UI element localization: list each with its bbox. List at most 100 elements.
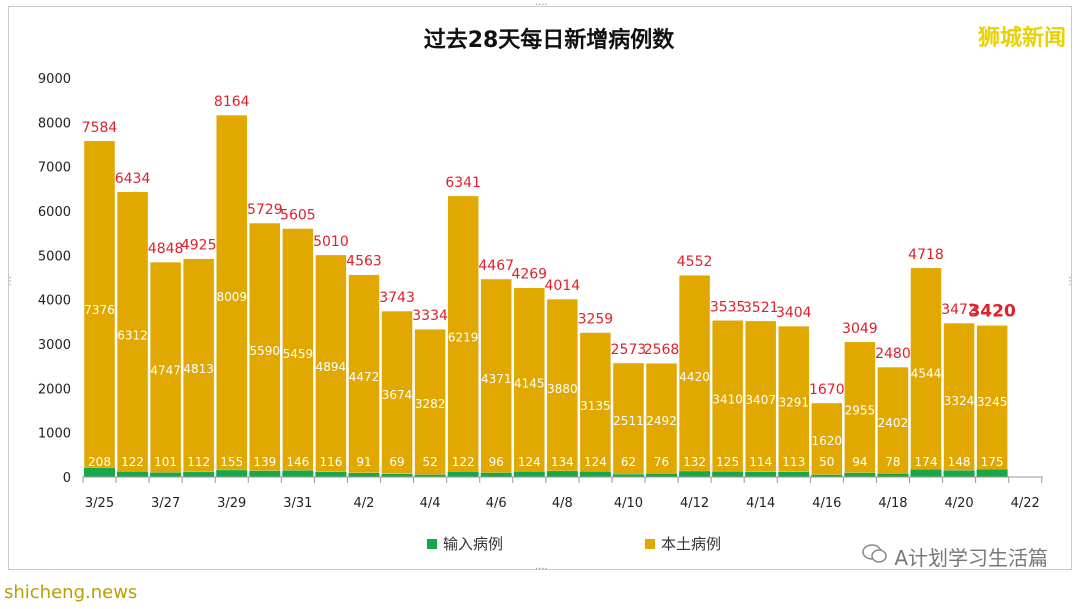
- bar-local: [811, 402, 843, 476]
- imported-value-label: 52: [422, 455, 437, 469]
- bar-local: [215, 114, 248, 471]
- imported-value-label: 50: [819, 455, 834, 469]
- bar-imported: [778, 471, 810, 477]
- x-tick-label: 4/14: [746, 496, 775, 511]
- total-value-label: 2573: [611, 342, 647, 358]
- watermark-top-right: 狮城新闻: [977, 26, 1066, 51]
- bars: 208 7376 7584 122 6312 6434 101 4747 4848 112 4813…: [82, 94, 1016, 477]
- x-tick-label: 4/10: [614, 496, 643, 511]
- total-value-label: 4563: [346, 254, 382, 270]
- x-tick-label: 3/31: [283, 496, 312, 511]
- local-value-label: 5590: [250, 344, 281, 358]
- legend: 输入病例 本土病例: [427, 535, 721, 553]
- x-tick-label: 3/29: [217, 496, 246, 511]
- bar-local: [546, 298, 579, 472]
- local-value-label: 3674: [382, 388, 413, 402]
- bar-local: [381, 310, 413, 475]
- total-value-label: 3404: [776, 305, 812, 321]
- total-value-label: 5729: [247, 202, 283, 218]
- total-value-label: 3521: [743, 300, 779, 316]
- bar-local: [447, 195, 479, 472]
- local-value-label: 3880: [547, 382, 578, 396]
- total-value-label: 4269: [511, 267, 547, 283]
- x-tick-label: 4/12: [680, 496, 709, 511]
- bar-imported: [480, 472, 512, 477]
- chart-frame: ···· ···· ⋮ ⋮ 过去28天每日新增病例数 0 1000 2000 3000…: [5, 1, 1075, 575]
- local-value-label: 3291: [778, 396, 809, 410]
- imported-value-label: 69: [389, 455, 404, 469]
- total-value-label: 8164: [214, 94, 250, 110]
- total-value-label: 4848: [148, 241, 184, 257]
- legend-label-local: 本土病例: [661, 535, 721, 553]
- imported-value-label: 114: [749, 455, 772, 469]
- total-value-label: 3420: [968, 301, 1015, 321]
- local-value-label: 8009: [216, 290, 247, 304]
- stacked-bar-chart: 过去28天每日新增病例数 0 1000 2000 3000 4000 5000 6000 70…: [38, 27, 1043, 553]
- imported-value-label: 146: [286, 455, 309, 469]
- bar-imported: [877, 473, 909, 477]
- resize-handle-bottom[interactable]: ····: [535, 564, 548, 575]
- total-value-label: 3743: [379, 290, 415, 306]
- bar-imported: [447, 471, 479, 477]
- local-value-label: 3245: [977, 395, 1008, 409]
- y-tick-label: 5000: [38, 249, 71, 264]
- local-value-label: 6219: [448, 330, 479, 344]
- bar-local: [83, 140, 116, 469]
- resize-handle-left[interactable]: ⋮: [5, 276, 15, 287]
- y-tick-label: 4000: [38, 294, 71, 309]
- resize-handle-right[interactable]: ⋮: [1065, 276, 1075, 287]
- total-value-label: 5605: [280, 208, 316, 224]
- wechat-icon: [862, 543, 888, 570]
- bar-imported: [315, 471, 347, 477]
- bar-imported: [976, 469, 1008, 477]
- local-value-label: 4145: [514, 376, 545, 390]
- local-value-label: 2955: [845, 403, 876, 417]
- x-axis: 3/25 3/27 3/29 3/31 4/2 4/4 4/6 4/8 4/10 4/12 4/14…: [82, 476, 1043, 511]
- bar-local: [315, 254, 347, 473]
- imported-value-label: 101: [154, 455, 177, 469]
- local-value-label: 4420: [679, 370, 710, 384]
- bar-local: [910, 267, 942, 470]
- local-value-label: 4371: [481, 372, 512, 386]
- bar-local: [249, 222, 281, 472]
- bar-local: [513, 287, 546, 472]
- bar-imported: [513, 471, 545, 477]
- x-tick-label: 4/16: [812, 496, 841, 511]
- local-value-label: 4813: [183, 362, 214, 376]
- bar-imported: [414, 474, 446, 477]
- x-tick-label: 3/25: [85, 496, 114, 511]
- imported-value-label: 76: [654, 455, 669, 469]
- total-value-label: 7584: [82, 120, 118, 136]
- local-value-label: 2402: [878, 416, 909, 430]
- y-tick-label: 6000: [38, 205, 71, 220]
- imported-value-label: 116: [319, 455, 342, 469]
- legend-swatch-local: [645, 539, 655, 549]
- x-tick-label: 4/22: [1011, 496, 1040, 511]
- local-value-label: 7376: [84, 303, 115, 317]
- chart-title: 过去28天每日新增病例数: [424, 27, 676, 53]
- x-tick-label: 4/2: [354, 496, 375, 511]
- bar-imported: [579, 471, 611, 477]
- y-tick-label: 2000: [38, 382, 71, 397]
- bar-imported: [646, 473, 678, 477]
- bar-imported: [712, 471, 744, 477]
- wechat-account-name: A计划学习生活篇: [894, 546, 1048, 570]
- total-value-label: 3259: [578, 312, 614, 328]
- total-value-label: 5010: [313, 234, 349, 250]
- x-tick-label: 4/20: [944, 496, 973, 511]
- bar-local: [182, 258, 215, 473]
- legend-swatch-imported: [427, 539, 437, 549]
- imported-value-label: 148: [948, 455, 971, 469]
- resize-handle-top[interactable]: ····: [535, 0, 548, 11]
- local-value-label: 1620: [812, 434, 843, 448]
- total-value-label: 2480: [875, 346, 911, 362]
- watermark-bottom-left: shicheng.news: [4, 582, 138, 603]
- imported-value-label: 124: [584, 455, 607, 469]
- local-value-label: 4747: [150, 364, 181, 378]
- imported-value-label: 124: [518, 455, 541, 469]
- imported-value-label: 132: [683, 455, 706, 469]
- y-tick-label: 8000: [38, 116, 71, 131]
- legend-label-imported: 输入病例: [443, 535, 503, 553]
- bar-imported: [844, 472, 876, 477]
- bar-local: [678, 274, 711, 472]
